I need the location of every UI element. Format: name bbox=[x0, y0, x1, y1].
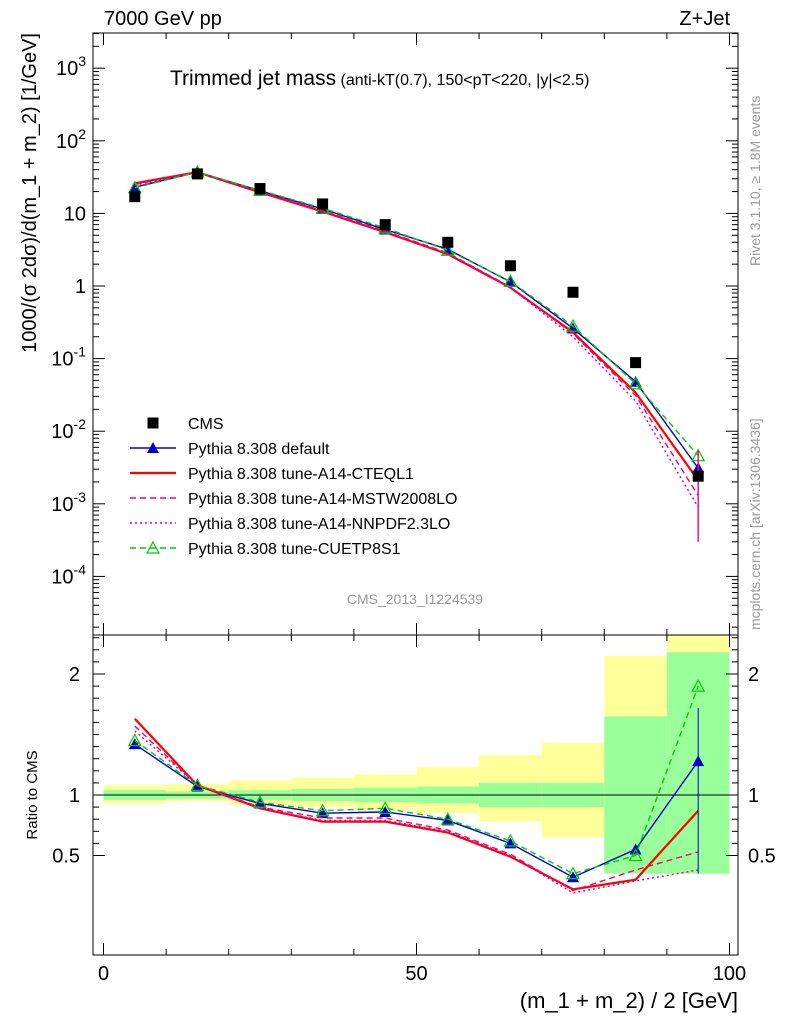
data-point-cms bbox=[442, 236, 454, 248]
y-tick-label: 102 bbox=[56, 126, 86, 153]
y-tick-label: 10-4 bbox=[51, 561, 86, 588]
data-point-cms bbox=[254, 183, 266, 195]
y-tick-label: 10 bbox=[64, 203, 86, 225]
series-marker bbox=[503, 274, 518, 287]
y-tick-label: 103 bbox=[56, 53, 86, 80]
x-tick-label: 50 bbox=[405, 963, 427, 985]
data-point-cms bbox=[191, 168, 203, 180]
data-point-cms bbox=[630, 357, 642, 369]
series-marker bbox=[565, 318, 581, 332]
series-marker bbox=[628, 376, 643, 390]
y-tick-label: 1 bbox=[75, 276, 86, 298]
x-axis-label: (m_1 + m_2) / 2 [GeV] bbox=[520, 988, 738, 1013]
series-marker bbox=[567, 871, 579, 883]
series-marker bbox=[440, 811, 455, 825]
series-marker bbox=[440, 243, 455, 256]
series-line-top bbox=[134, 171, 699, 457]
y-tick-label: 10-1 bbox=[51, 344, 86, 371]
ratio-tick-label-left: 0.5 bbox=[52, 846, 80, 868]
ratio-tick-label-left: 2 bbox=[69, 664, 80, 686]
data-point-cms bbox=[692, 470, 704, 482]
legend-label: Pythia 8.308 tune-A14-CTEQL1 bbox=[188, 466, 414, 483]
header-left: 7000 GeV pp bbox=[104, 8, 222, 30]
series-line-bottom bbox=[134, 725, 699, 892]
data-point-cms bbox=[129, 191, 141, 203]
x-tick-label: 100 bbox=[713, 963, 746, 985]
series-line-top bbox=[134, 171, 700, 482]
y-axis-label-bottom: Ratio to CMS bbox=[24, 750, 41, 839]
y-tick-label: 10-3 bbox=[51, 489, 86, 516]
data-point-cms bbox=[504, 260, 516, 272]
ratio-tick-label-right: 1 bbox=[748, 785, 759, 807]
legend-label: Pythia 8.308 default bbox=[188, 441, 330, 458]
series-marker bbox=[628, 848, 643, 862]
series-marker bbox=[565, 866, 581, 880]
chart-title: Trimmed jet mass (anti-kT(0.7), 150<pT<2… bbox=[170, 67, 589, 90]
series-marker bbox=[379, 805, 392, 817]
ratio-tick-label-right: 0.5 bbox=[748, 846, 776, 868]
series-marker bbox=[128, 181, 141, 193]
legend-label: Pythia 8.308 tune-A14-NNPDF2.3LO bbox=[188, 516, 450, 533]
series-bottom bbox=[134, 730, 699, 894]
series-marker bbox=[378, 801, 393, 814]
series-marker bbox=[315, 803, 330, 817]
series-bottom bbox=[134, 725, 699, 892]
data-point-cms bbox=[317, 198, 329, 210]
x-tick-label: 0 bbox=[98, 963, 109, 985]
ratio-bands bbox=[103, 635, 730, 874]
legend-label: CMS bbox=[188, 416, 224, 433]
legend-marker-data bbox=[147, 417, 159, 429]
y-axis-label-top: 1000/(σ 2dσ)/d(m_1 + m_2) [1/GeV] bbox=[19, 33, 41, 353]
analysis-id: CMS_2013_I1224539 bbox=[347, 591, 483, 607]
ratio-tick-label-left: 1 bbox=[69, 785, 80, 807]
header-right: Z+Jet bbox=[679, 8, 730, 30]
legend-label: Pythia 8.308 tune-A14-MSTW2008LO bbox=[188, 491, 457, 508]
series-marker bbox=[254, 797, 266, 809]
series-marker bbox=[147, 442, 159, 453]
series-line-bottom bbox=[134, 685, 699, 875]
data-point-cms bbox=[567, 286, 579, 298]
series-marker bbox=[691, 678, 706, 692]
series-marker bbox=[145, 540, 161, 554]
series-marker bbox=[503, 833, 518, 847]
data-point-cms bbox=[379, 219, 391, 231]
series-line-bottom bbox=[134, 743, 699, 879]
y-tick-label: 10-2 bbox=[51, 416, 86, 443]
series-marker bbox=[190, 778, 205, 791]
series-line-top bbox=[134, 171, 699, 496]
series-top bbox=[134, 171, 699, 508]
ratio-tick-label-right: 2 bbox=[748, 664, 759, 686]
series-marker bbox=[127, 733, 142, 747]
series-marker bbox=[252, 795, 268, 808]
series-top bbox=[134, 171, 700, 482]
series-marker bbox=[128, 738, 141, 750]
series-line-top bbox=[134, 171, 699, 508]
legend-label: Pythia 8.308 tune-CUETP8S1 bbox=[188, 541, 401, 558]
series-line-bottom bbox=[134, 730, 699, 894]
series-bottom bbox=[127, 678, 706, 880]
series-top bbox=[134, 171, 699, 496]
